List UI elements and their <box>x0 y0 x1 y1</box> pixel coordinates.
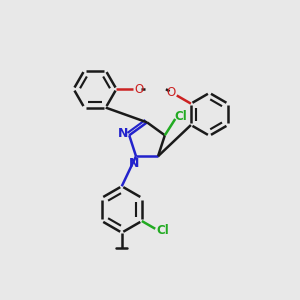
Text: N: N <box>118 127 128 140</box>
Text: O: O <box>167 86 176 99</box>
Text: N: N <box>129 157 139 170</box>
Text: O: O <box>135 82 144 96</box>
Text: Cl: Cl <box>157 224 169 237</box>
Text: Cl: Cl <box>174 110 187 123</box>
